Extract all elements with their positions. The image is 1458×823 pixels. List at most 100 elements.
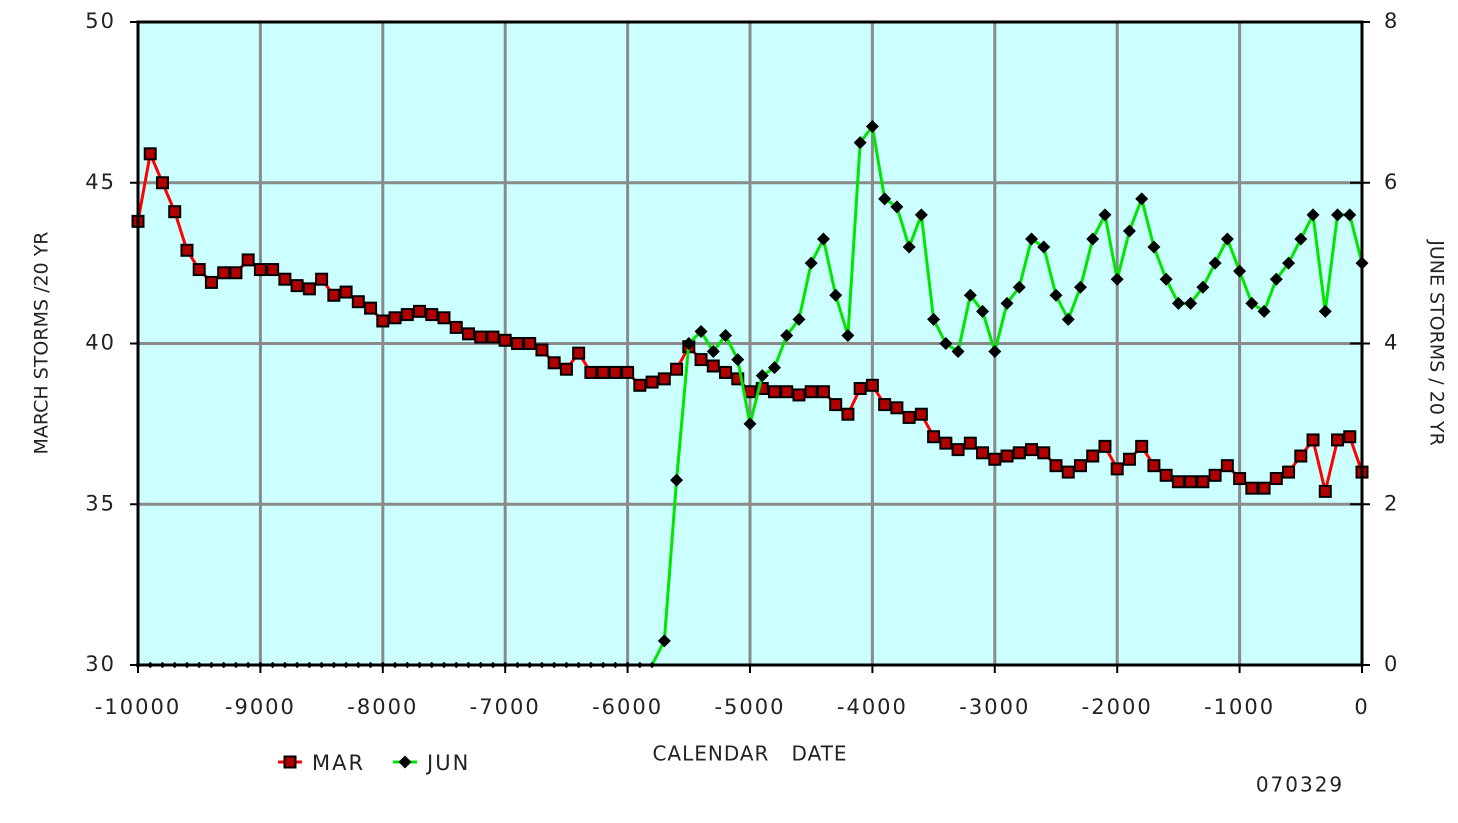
point bbox=[1110, 462, 1124, 476]
point bbox=[388, 311, 402, 325]
point bbox=[1343, 430, 1357, 444]
y2-tick-label: 0 bbox=[1384, 652, 1399, 676]
point bbox=[1306, 208, 1320, 222]
point bbox=[155, 176, 169, 190]
point bbox=[743, 385, 757, 399]
point bbox=[608, 365, 622, 379]
x-tick-label: -6000 bbox=[592, 695, 663, 719]
annotation: 070329 bbox=[1256, 773, 1344, 797]
plot-frame bbox=[136, 20, 1364, 667]
x-tick-label: -7000 bbox=[470, 695, 541, 719]
point bbox=[143, 147, 157, 161]
y2-tick-label: 2 bbox=[1384, 491, 1399, 515]
point bbox=[1184, 475, 1198, 489]
point bbox=[719, 365, 733, 379]
point bbox=[1343, 208, 1357, 222]
point bbox=[437, 311, 451, 325]
point bbox=[1073, 459, 1087, 473]
point bbox=[572, 346, 586, 360]
point bbox=[168, 205, 182, 219]
point bbox=[939, 436, 953, 450]
point bbox=[1269, 472, 1283, 486]
point bbox=[670, 362, 684, 376]
point bbox=[780, 328, 794, 342]
point bbox=[890, 401, 904, 415]
x-tick-label: -5000 bbox=[714, 695, 785, 719]
point bbox=[633, 378, 647, 392]
point bbox=[204, 275, 218, 289]
point bbox=[1012, 446, 1026, 460]
y-tick-label: 30 bbox=[85, 652, 116, 676]
y2-tick-label: 4 bbox=[1384, 331, 1399, 355]
point bbox=[1282, 256, 1296, 270]
point bbox=[988, 452, 1002, 466]
y-tick-label: 35 bbox=[85, 491, 116, 515]
point bbox=[339, 285, 353, 299]
point bbox=[1037, 446, 1051, 460]
x-tick-label: -1000 bbox=[1204, 695, 1275, 719]
point bbox=[266, 263, 280, 277]
point bbox=[486, 330, 500, 344]
point bbox=[1257, 304, 1271, 318]
point bbox=[816, 232, 830, 246]
point bbox=[253, 263, 267, 277]
point bbox=[1025, 443, 1039, 457]
point bbox=[767, 385, 781, 399]
point bbox=[694, 324, 708, 338]
point bbox=[1098, 439, 1112, 453]
y2-tick-label: 6 bbox=[1384, 170, 1399, 194]
point bbox=[351, 295, 365, 309]
point bbox=[976, 304, 990, 318]
point bbox=[841, 328, 855, 342]
point bbox=[1245, 481, 1259, 495]
point bbox=[376, 314, 390, 328]
point bbox=[670, 473, 684, 487]
series bbox=[131, 119, 1369, 669]
point bbox=[510, 337, 524, 350]
point bbox=[927, 312, 941, 326]
point bbox=[645, 375, 659, 389]
point bbox=[853, 136, 867, 150]
point bbox=[1147, 459, 1161, 473]
point bbox=[719, 328, 733, 342]
point bbox=[1122, 224, 1136, 238]
point bbox=[755, 382, 769, 396]
point bbox=[816, 385, 830, 399]
point bbox=[1220, 232, 1234, 246]
point bbox=[1257, 481, 1271, 495]
point bbox=[914, 208, 928, 222]
y2-tick-label: 8 bbox=[1384, 9, 1399, 33]
point bbox=[1196, 280, 1210, 294]
point bbox=[547, 356, 561, 370]
point bbox=[706, 359, 720, 373]
point bbox=[535, 343, 549, 357]
point bbox=[1147, 240, 1161, 254]
point bbox=[1086, 232, 1100, 246]
legend-label: MAR bbox=[312, 751, 365, 775]
y-axis-label: MARCH STORMS /20 YR bbox=[31, 232, 53, 455]
point bbox=[1000, 449, 1014, 463]
point bbox=[1245, 296, 1259, 310]
point bbox=[364, 301, 378, 315]
point bbox=[425, 308, 439, 322]
point bbox=[400, 308, 414, 322]
point bbox=[1318, 304, 1332, 318]
point bbox=[694, 353, 708, 367]
point bbox=[1294, 232, 1308, 246]
point bbox=[180, 243, 194, 257]
point bbox=[1049, 459, 1063, 473]
point bbox=[829, 398, 843, 412]
point bbox=[1073, 280, 1087, 294]
legend-item: JUN bbox=[393, 751, 470, 775]
point bbox=[804, 256, 818, 270]
point bbox=[951, 345, 965, 359]
y-tick-label: 40 bbox=[85, 331, 116, 355]
point bbox=[584, 365, 598, 379]
point bbox=[559, 362, 573, 376]
point bbox=[927, 430, 941, 444]
y2-axis-label: JUNE STORMS / 20 YR bbox=[1426, 239, 1448, 446]
point bbox=[1269, 272, 1283, 286]
point bbox=[902, 410, 916, 424]
legend-label: JUN bbox=[425, 751, 470, 775]
